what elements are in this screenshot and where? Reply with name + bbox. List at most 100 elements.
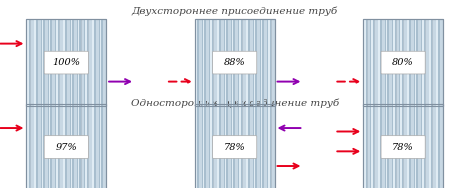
Bar bbox=[414, 104, 416, 189]
Bar bbox=[371, 104, 373, 189]
Bar bbox=[27, 19, 106, 106]
Bar bbox=[64, 19, 65, 106]
Bar bbox=[78, 19, 80, 106]
Bar bbox=[436, 104, 438, 189]
Bar bbox=[421, 19, 425, 106]
Bar bbox=[224, 104, 226, 189]
Bar bbox=[42, 104, 43, 189]
Bar bbox=[231, 19, 235, 106]
Bar bbox=[202, 104, 206, 189]
Bar bbox=[400, 104, 402, 189]
Bar bbox=[429, 19, 432, 106]
Bar bbox=[363, 104, 443, 189]
Bar bbox=[407, 19, 411, 106]
Text: 97%: 97% bbox=[55, 143, 77, 152]
Bar bbox=[260, 104, 264, 189]
Bar bbox=[436, 19, 438, 106]
Bar bbox=[202, 19, 206, 106]
Bar bbox=[378, 104, 380, 189]
Bar bbox=[392, 104, 396, 189]
Bar bbox=[224, 104, 228, 189]
Bar bbox=[363, 104, 443, 189]
Bar bbox=[217, 104, 221, 189]
Bar bbox=[364, 104, 366, 189]
Bar bbox=[99, 19, 103, 106]
Bar bbox=[217, 19, 221, 106]
Bar bbox=[268, 104, 270, 189]
Bar bbox=[196, 19, 197, 106]
Bar bbox=[267, 19, 271, 106]
Bar bbox=[49, 104, 50, 189]
Bar bbox=[41, 104, 45, 189]
Bar bbox=[385, 19, 389, 106]
Bar bbox=[100, 104, 101, 189]
Bar bbox=[246, 19, 248, 106]
Bar bbox=[232, 19, 234, 106]
Bar bbox=[71, 104, 72, 189]
Bar bbox=[195, 104, 199, 189]
Bar bbox=[363, 19, 367, 106]
Bar bbox=[85, 19, 88, 106]
Bar bbox=[99, 104, 103, 189]
Bar bbox=[245, 19, 250, 106]
Bar bbox=[56, 19, 58, 106]
Bar bbox=[239, 104, 241, 189]
Bar bbox=[371, 19, 373, 106]
Bar bbox=[63, 104, 67, 189]
Bar bbox=[203, 104, 204, 189]
Bar bbox=[217, 19, 219, 106]
Bar bbox=[27, 19, 106, 106]
Bar bbox=[260, 19, 264, 106]
Bar bbox=[77, 19, 81, 106]
FancyBboxPatch shape bbox=[44, 136, 88, 158]
Bar bbox=[254, 104, 255, 189]
Bar bbox=[422, 104, 424, 189]
Bar bbox=[195, 19, 275, 106]
Bar bbox=[386, 19, 388, 106]
Bar bbox=[253, 19, 257, 106]
Bar bbox=[209, 104, 213, 189]
Text: Двухстороннее присоединение труб: Двухстороннее присоединение труб bbox=[132, 6, 338, 16]
Bar bbox=[78, 104, 80, 189]
Bar bbox=[100, 19, 101, 106]
Bar bbox=[371, 19, 374, 106]
Bar bbox=[429, 19, 431, 106]
Bar bbox=[77, 104, 81, 189]
Bar bbox=[34, 19, 37, 106]
Bar bbox=[364, 19, 366, 106]
Bar bbox=[27, 104, 106, 189]
FancyBboxPatch shape bbox=[213, 51, 257, 74]
Bar bbox=[363, 19, 443, 106]
Bar bbox=[42, 19, 43, 106]
Bar bbox=[85, 19, 87, 106]
Bar bbox=[224, 19, 228, 106]
Bar bbox=[71, 19, 72, 106]
Bar bbox=[363, 19, 443, 106]
Text: 100%: 100% bbox=[52, 58, 80, 67]
Bar bbox=[399, 19, 404, 106]
Bar bbox=[400, 19, 402, 106]
FancyBboxPatch shape bbox=[213, 136, 257, 158]
Bar bbox=[414, 19, 416, 106]
Bar bbox=[393, 104, 394, 189]
Bar bbox=[55, 19, 59, 106]
Bar bbox=[195, 19, 199, 106]
Bar bbox=[48, 104, 52, 189]
Bar bbox=[378, 19, 380, 106]
Bar bbox=[27, 19, 29, 106]
Bar bbox=[436, 19, 440, 106]
Bar bbox=[27, 104, 29, 189]
FancyBboxPatch shape bbox=[381, 51, 425, 74]
Bar bbox=[70, 104, 74, 189]
Text: 78%: 78% bbox=[392, 143, 414, 152]
Bar bbox=[238, 19, 242, 106]
Bar bbox=[92, 104, 94, 189]
Text: Одностороннее присоединение труб: Одностороннее присоединение труб bbox=[131, 98, 339, 108]
Bar bbox=[27, 104, 106, 189]
Bar bbox=[261, 19, 262, 106]
Bar bbox=[92, 104, 96, 189]
Bar bbox=[268, 19, 270, 106]
Bar bbox=[232, 104, 234, 189]
FancyBboxPatch shape bbox=[381, 136, 425, 158]
Bar bbox=[209, 19, 213, 106]
